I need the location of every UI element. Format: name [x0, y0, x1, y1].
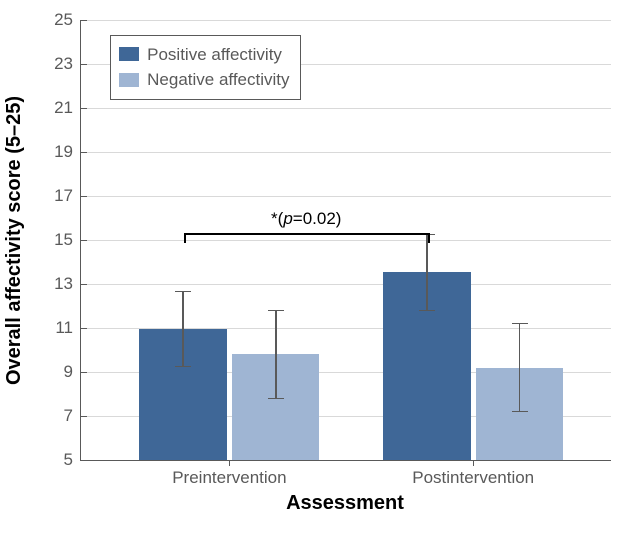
significance-bracket-drop	[184, 233, 186, 243]
y-tick-label: 5	[64, 450, 81, 470]
legend-label: Positive affectivity	[147, 42, 282, 68]
y-tick	[81, 108, 87, 109]
affectivity-bar-chart: Overall affectivity score (5–25) 5791113…	[0, 0, 638, 541]
y-tick-label: 21	[54, 98, 81, 118]
error-bar	[182, 292, 184, 367]
error-cap	[419, 310, 435, 312]
x-axis-title: Assessment	[80, 492, 610, 515]
significance-bracket	[184, 233, 428, 235]
y-tick-label: 13	[54, 274, 81, 294]
legend-item: Negative affectivity	[119, 67, 289, 93]
significance-label: *(p=0.02)	[271, 209, 341, 229]
y-tick-label: 11	[55, 318, 81, 338]
plot-area: 5791113151719212325PreinterventionPostin…	[80, 20, 611, 461]
y-tick	[81, 460, 87, 461]
y-tick	[81, 240, 87, 241]
y-tick	[81, 20, 87, 21]
y-tick-label: 9	[64, 362, 81, 382]
y-axis-title: Overall affectivity score (5–25)	[0, 0, 30, 480]
gridline	[81, 20, 611, 21]
gridline	[81, 108, 611, 109]
y-tick-label: 19	[54, 142, 81, 162]
error-cap	[175, 366, 191, 368]
error-cap	[268, 310, 284, 312]
gridline	[81, 240, 611, 241]
error-bar	[519, 324, 521, 412]
gridline	[81, 196, 611, 197]
y-tick	[81, 152, 87, 153]
y-tick	[81, 372, 87, 373]
x-tick-label: Postintervention	[412, 460, 534, 488]
y-tick	[81, 416, 87, 417]
y-tick-label: 7	[64, 406, 81, 426]
gridline	[81, 152, 611, 153]
error-bar	[426, 235, 428, 311]
y-tick	[81, 196, 87, 197]
y-tick	[81, 284, 87, 285]
error-cap	[512, 411, 528, 413]
y-tick-label: 23	[54, 54, 81, 74]
error-cap	[268, 398, 284, 400]
gridline	[81, 284, 611, 285]
error-cap	[512, 323, 528, 325]
error-bar	[275, 310, 277, 398]
legend-label: Negative affectivity	[147, 67, 289, 93]
significance-bracket-drop	[428, 233, 430, 243]
y-tick	[81, 64, 87, 65]
legend: Positive affectivityNegative affectivity	[110, 35, 300, 100]
error-cap	[175, 291, 191, 293]
legend-swatch	[119, 47, 139, 61]
x-tick-label: Preintervention	[172, 460, 286, 488]
legend-item: Positive affectivity	[119, 42, 289, 68]
legend-swatch	[119, 73, 139, 87]
y-tick	[81, 328, 87, 329]
y-tick-label: 15	[54, 230, 81, 250]
y-tick-label: 25	[54, 10, 81, 30]
y-tick-label: 17	[54, 186, 81, 206]
